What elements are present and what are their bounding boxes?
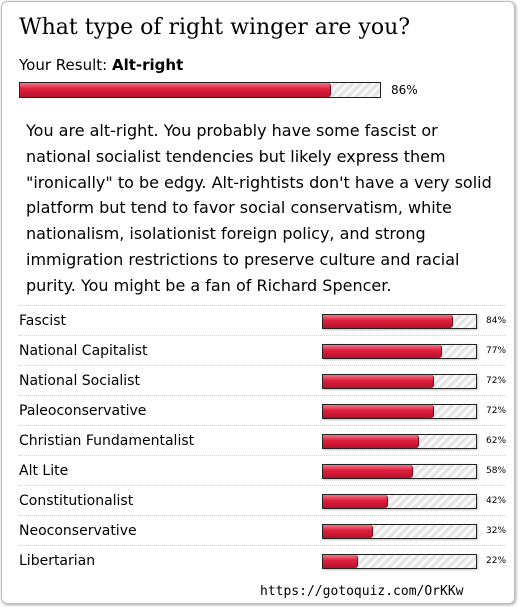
result-row: National Socialist 72% [19, 365, 507, 395]
result-row-bar [322, 554, 477, 569]
result-row: Constitutionalist 42% [19, 485, 507, 515]
result-row-bar-fill [323, 555, 358, 568]
result-row-label: Christian Fundamentalist [19, 433, 195, 449]
result-row-label: Fascist [19, 313, 67, 329]
result-row: Paleoconservative 72% [19, 395, 507, 425]
result-row-percent: 42% [486, 496, 507, 506]
result-row-label: National Capitalist [19, 343, 148, 359]
result-row-bar-fill [323, 435, 419, 448]
result-row-percent: 62% [486, 436, 507, 446]
result-row-label: Constitutionalist [19, 493, 134, 509]
result-row-bar [322, 434, 477, 449]
result-row: Alt Lite 58% [19, 455, 507, 485]
result-value: Alt-right [111, 56, 184, 74]
result-row-bar [322, 344, 477, 359]
result-row: National Capitalist 77% [19, 335, 507, 365]
result-row-label: Alt Lite [19, 463, 69, 479]
result-row-label: National Socialist [19, 373, 140, 389]
result-row-bar-fill [323, 465, 413, 478]
result-row: Neoconservative 32% [19, 515, 507, 545]
result-label: Your Result: [19, 56, 108, 74]
quiz-title: What type of right winger are you? [19, 15, 411, 40]
result-row-bar [322, 494, 477, 509]
result-row-label: Paleoconservative [19, 403, 147, 419]
result-progress-bar [19, 82, 381, 98]
result-row-bar [322, 464, 477, 479]
result-row-bar-fill [323, 525, 373, 538]
result-row-percent: 72% [486, 406, 507, 416]
result-percent: 86% [391, 83, 418, 97]
result-row-percent: 77% [486, 346, 507, 356]
result-row-bar-fill [323, 375, 435, 388]
result-progress-fill [20, 83, 331, 97]
result-row-label: Neoconservative [19, 523, 137, 539]
result-row: Fascist 84% [19, 305, 507, 335]
result-line: Your Result: Alt-right [19, 55, 183, 75]
result-row: Libertarian 22% [19, 545, 507, 575]
result-row-percent: 84% [486, 316, 507, 326]
result-row-percent: 58% [486, 466, 507, 476]
quiz-url[interactable]: https://gotoquiz.com/OrKKw [260, 584, 464, 599]
result-row-bar-fill [323, 315, 453, 328]
result-breakdown-list: Fascist 84% National Capitalist 77% National… [19, 305, 507, 575]
result-row-percent: 32% [486, 526, 507, 536]
result-row-bar [322, 374, 477, 389]
result-row-percent: 72% [486, 376, 507, 386]
result-row-bar [322, 314, 477, 329]
result-row-percent: 22% [486, 556, 507, 566]
result-row-bar-fill [323, 345, 442, 358]
result-row-bar [322, 524, 477, 539]
result-row-bar-fill [323, 495, 389, 508]
result-row-bar-fill [323, 405, 435, 418]
result-row: Christian Fundamentalist 62% [19, 425, 507, 455]
result-row-label: Libertarian [19, 553, 96, 569]
result-description: You are alt-right. You probably have som… [26, 121, 492, 295]
result-row-bar [322, 404, 477, 419]
